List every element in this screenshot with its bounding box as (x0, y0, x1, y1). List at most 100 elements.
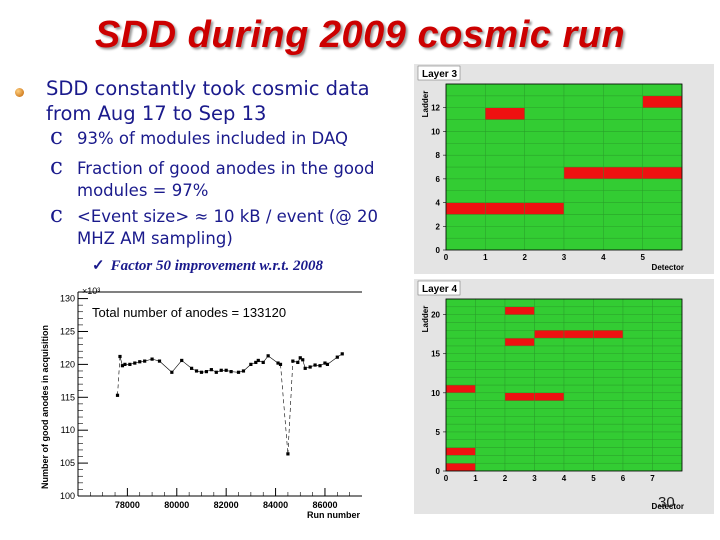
good-module-cell (504, 423, 535, 433)
good-module-cell (652, 416, 683, 425)
good-module-cell (534, 306, 565, 315)
good-module-cell (534, 462, 565, 472)
scatter-point (261, 360, 265, 365)
good-module-cell (475, 314, 506, 323)
bad-module-cell (642, 95, 683, 108)
good-module-cell (485, 131, 525, 144)
good-module-cell (652, 447, 683, 456)
good-module-cell (622, 400, 653, 409)
good-module-cell (622, 416, 653, 425)
good-module-cell (563, 447, 594, 456)
scatter-point (308, 365, 312, 369)
good-module-cell (652, 431, 683, 440)
scatter-point (214, 370, 218, 374)
good-module-cell (504, 416, 535, 425)
good-module-cell (475, 416, 506, 425)
good-module-cell (534, 361, 565, 370)
bad-module-cell (563, 166, 604, 180)
good-module-cell (652, 439, 683, 448)
good-module-cell (475, 392, 506, 401)
good-module-cell (534, 455, 565, 464)
scatter-point (199, 370, 204, 374)
heatmap-x-tick-label: 7 (650, 474, 655, 483)
good-module-cell (445, 154, 486, 168)
good-module-cell (475, 361, 506, 370)
good-module-cell (563, 190, 604, 203)
good-module-cell (593, 455, 624, 464)
good-module-cell (445, 95, 486, 108)
bad-module-cell (445, 202, 486, 215)
scatter-point (138, 360, 142, 364)
scatter-point (286, 452, 290, 456)
check-text: Factor 50 improvement w.r.t. 2008 (110, 258, 323, 274)
good-module-cell (642, 190, 683, 203)
good-module-cell (445, 83, 486, 97)
good-module-cell (593, 439, 624, 448)
good-module-cell (563, 439, 594, 448)
good-module-cell (642, 131, 683, 144)
good-module-cell (603, 214, 643, 227)
good-module-cell (563, 322, 594, 331)
good-module-cell (622, 431, 653, 440)
good-module-cell (445, 369, 476, 378)
scatter-connector (181, 360, 192, 369)
good-module-cell (475, 455, 506, 464)
scatter-y-tick-label: 125 (60, 326, 75, 336)
heatmap-x-tick-label: 1 (473, 474, 478, 483)
scatter-point (256, 358, 260, 363)
good-module-cell (524, 178, 565, 191)
good-module-cell (563, 95, 604, 108)
good-module-cell (642, 143, 683, 156)
layer3-ylabel: Ladder (421, 91, 430, 118)
scatter-y-tick-label: 110 (61, 425, 75, 435)
good-module-cell (593, 322, 624, 331)
good-module-cell (603, 178, 643, 191)
good-module-cell (622, 423, 653, 433)
good-module-cell (563, 353, 594, 362)
good-module-cell (485, 83, 525, 97)
scatter-point (340, 352, 344, 356)
good-module-cell (445, 337, 476, 347)
bad-module-cell (504, 337, 535, 347)
good-module-cell (563, 306, 594, 315)
sub-bullet-glyph-icon: c (50, 202, 63, 228)
good-module-cell (504, 314, 535, 323)
good-module-cell (652, 392, 683, 401)
good-module-cell (603, 95, 643, 108)
sub-bullet-text: Fraction of good anodes in the good modu… (77, 159, 375, 200)
good-module-cell (652, 369, 683, 378)
scatter-point (276, 361, 280, 365)
good-module-cell (603, 119, 643, 132)
scatter-point (229, 370, 233, 374)
bad-module-cell (445, 462, 476, 472)
good-module-cell (475, 345, 506, 354)
scatter-connector (267, 355, 279, 364)
scatter-y-tick-label: 120 (60, 359, 75, 369)
good-module-cell (652, 408, 683, 417)
heatmap-x-tick-label: 0 (444, 253, 449, 262)
good-module-cell (622, 361, 653, 370)
good-module-cell (593, 408, 624, 417)
heatmap-x-tick-label: 3 (562, 253, 567, 262)
heatmap-y-tick-label: 0 (436, 246, 441, 255)
anodes-annotation: Total number of anodes = 133120 (92, 305, 286, 320)
good-module-cell (622, 462, 653, 472)
good-module-cell (593, 337, 624, 347)
good-module-cell (652, 400, 683, 409)
good-module-cell (563, 83, 604, 97)
good-module-cell (524, 119, 565, 132)
sub-bullet-glyph-icon: c (50, 124, 63, 150)
bad-module-cell (534, 392, 565, 401)
good-module-cell (622, 345, 653, 354)
scatter-connector (159, 360, 173, 373)
scatter-point (323, 361, 327, 365)
good-module-cell (504, 439, 535, 448)
scatter-point (236, 370, 241, 374)
good-module-cell (593, 384, 624, 394)
good-module-cell (524, 143, 565, 156)
scatter-point (118, 354, 122, 359)
good-module-cell (593, 431, 624, 440)
good-module-cell (563, 298, 594, 308)
good-module-cell (593, 423, 624, 433)
good-module-cell (593, 392, 624, 401)
